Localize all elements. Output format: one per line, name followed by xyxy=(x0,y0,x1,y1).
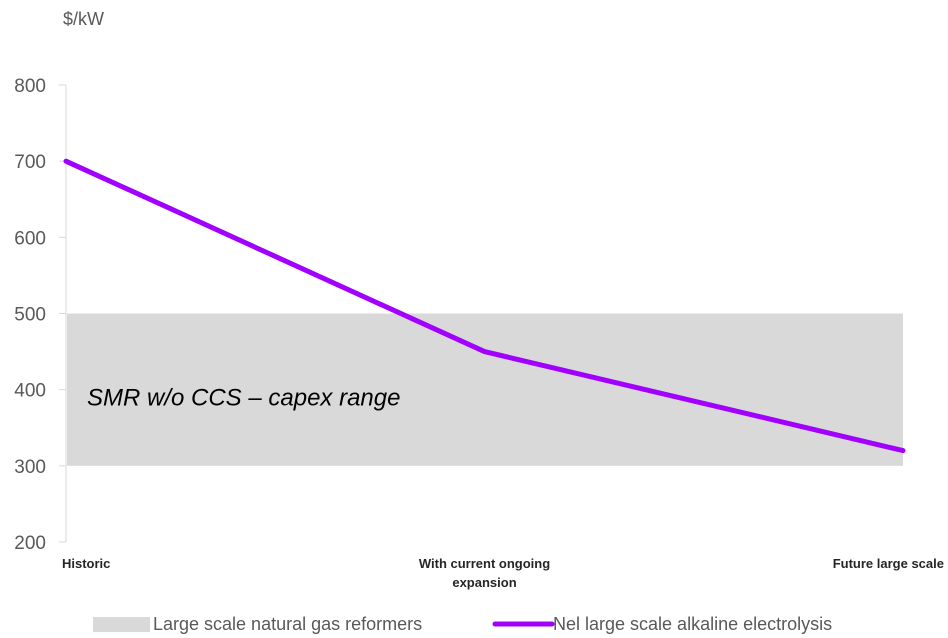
legend: Large scale natural gas reformers Nel la… xyxy=(93,614,832,634)
y-tick-label: 300 xyxy=(14,457,46,478)
y-tick-label: 800 xyxy=(14,76,46,97)
y-tick-label: 400 xyxy=(14,381,46,402)
x-ticks: Historic With current ongoing expansion Fut… xyxy=(62,556,944,590)
x-tick-label: Future large scale xyxy=(833,556,944,571)
x-tick-label: Historic xyxy=(62,556,110,571)
legend-swatch-band xyxy=(93,617,150,632)
y-tick-label: 200 xyxy=(14,533,46,554)
legend-label-line: Nel large scale alkaline electrolysis xyxy=(553,614,832,634)
series-line-nel-electrolysis xyxy=(63,158,906,454)
y-unit-label: $/kW xyxy=(63,9,104,29)
y-ticks: 200 300 400 500 600 700 800 xyxy=(14,76,66,554)
y-tick-label: 500 xyxy=(14,305,46,326)
y-tick-label: 600 xyxy=(14,228,46,249)
legend-label-band: Large scale natural gas reformers xyxy=(153,614,422,634)
capex-range-band xyxy=(67,313,903,466)
band-label: SMR w/o CCS – capex range xyxy=(87,384,400,411)
y-tick-label: 700 xyxy=(14,152,46,173)
x-tick-label: With current ongoing expansion xyxy=(419,556,550,590)
